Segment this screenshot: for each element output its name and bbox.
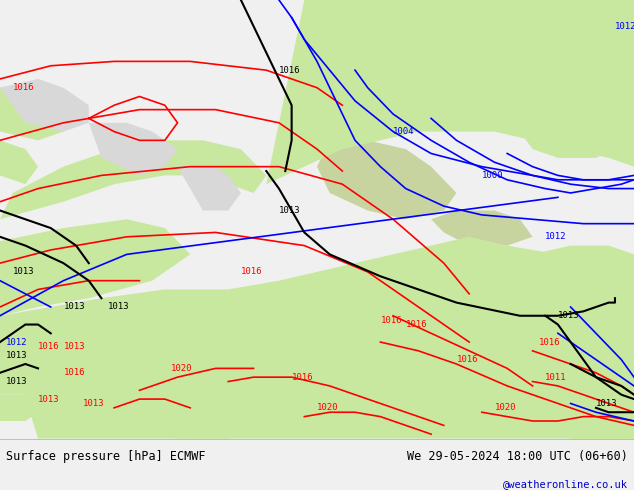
Polygon shape — [76, 412, 165, 430]
Polygon shape — [178, 167, 241, 211]
Polygon shape — [355, 0, 634, 79]
Polygon shape — [317, 9, 406, 52]
Text: 1020: 1020 — [171, 364, 193, 373]
Polygon shape — [0, 237, 634, 439]
Text: 1013: 1013 — [596, 399, 618, 408]
Text: 1020: 1020 — [495, 403, 516, 413]
Text: 1016: 1016 — [241, 268, 262, 276]
Text: 1016: 1016 — [456, 355, 478, 364]
Polygon shape — [0, 395, 38, 421]
Text: 1016: 1016 — [380, 316, 402, 325]
Polygon shape — [520, 88, 634, 158]
Polygon shape — [0, 220, 190, 316]
Text: 1013: 1013 — [38, 394, 60, 404]
Text: @weatheronline.co.uk: @weatheronline.co.uk — [503, 479, 628, 489]
Text: 1013: 1013 — [13, 268, 34, 276]
Text: 1016: 1016 — [279, 66, 301, 74]
Polygon shape — [266, 0, 634, 184]
Text: 1016: 1016 — [38, 342, 60, 351]
Text: 1013: 1013 — [6, 377, 28, 386]
Text: 1013: 1013 — [558, 311, 579, 320]
Polygon shape — [317, 140, 456, 220]
Text: 1016: 1016 — [539, 338, 560, 346]
Text: 1013: 1013 — [6, 351, 28, 360]
Polygon shape — [533, 412, 634, 439]
Polygon shape — [89, 123, 178, 175]
Polygon shape — [127, 412, 254, 439]
Polygon shape — [0, 79, 89, 132]
Text: 1013: 1013 — [63, 302, 85, 312]
Text: 1016: 1016 — [13, 83, 34, 92]
Polygon shape — [431, 211, 533, 245]
Text: 1016: 1016 — [63, 368, 85, 377]
Text: 1012: 1012 — [545, 232, 567, 241]
Text: 1013: 1013 — [108, 302, 129, 312]
Text: 1016: 1016 — [406, 320, 427, 329]
Text: 1004: 1004 — [393, 127, 415, 136]
Polygon shape — [0, 140, 266, 220]
Text: 1013: 1013 — [82, 399, 104, 408]
Polygon shape — [0, 140, 38, 184]
Polygon shape — [0, 88, 76, 140]
Text: 1012: 1012 — [615, 22, 634, 31]
Text: 1013: 1013 — [279, 206, 301, 215]
Text: We 29-05-2024 18:00 UTC (06+60): We 29-05-2024 18:00 UTC (06+60) — [407, 450, 628, 463]
Text: 1016: 1016 — [292, 373, 313, 382]
Text: 1011: 1011 — [545, 373, 567, 382]
Polygon shape — [0, 316, 76, 395]
Text: 1013: 1013 — [63, 342, 85, 351]
Text: 1000: 1000 — [482, 171, 503, 180]
Text: Surface pressure [hPa] ECMWF: Surface pressure [hPa] ECMWF — [6, 450, 206, 463]
Text: 1012: 1012 — [6, 338, 28, 346]
Text: 1020: 1020 — [317, 403, 339, 413]
Polygon shape — [533, 245, 634, 307]
